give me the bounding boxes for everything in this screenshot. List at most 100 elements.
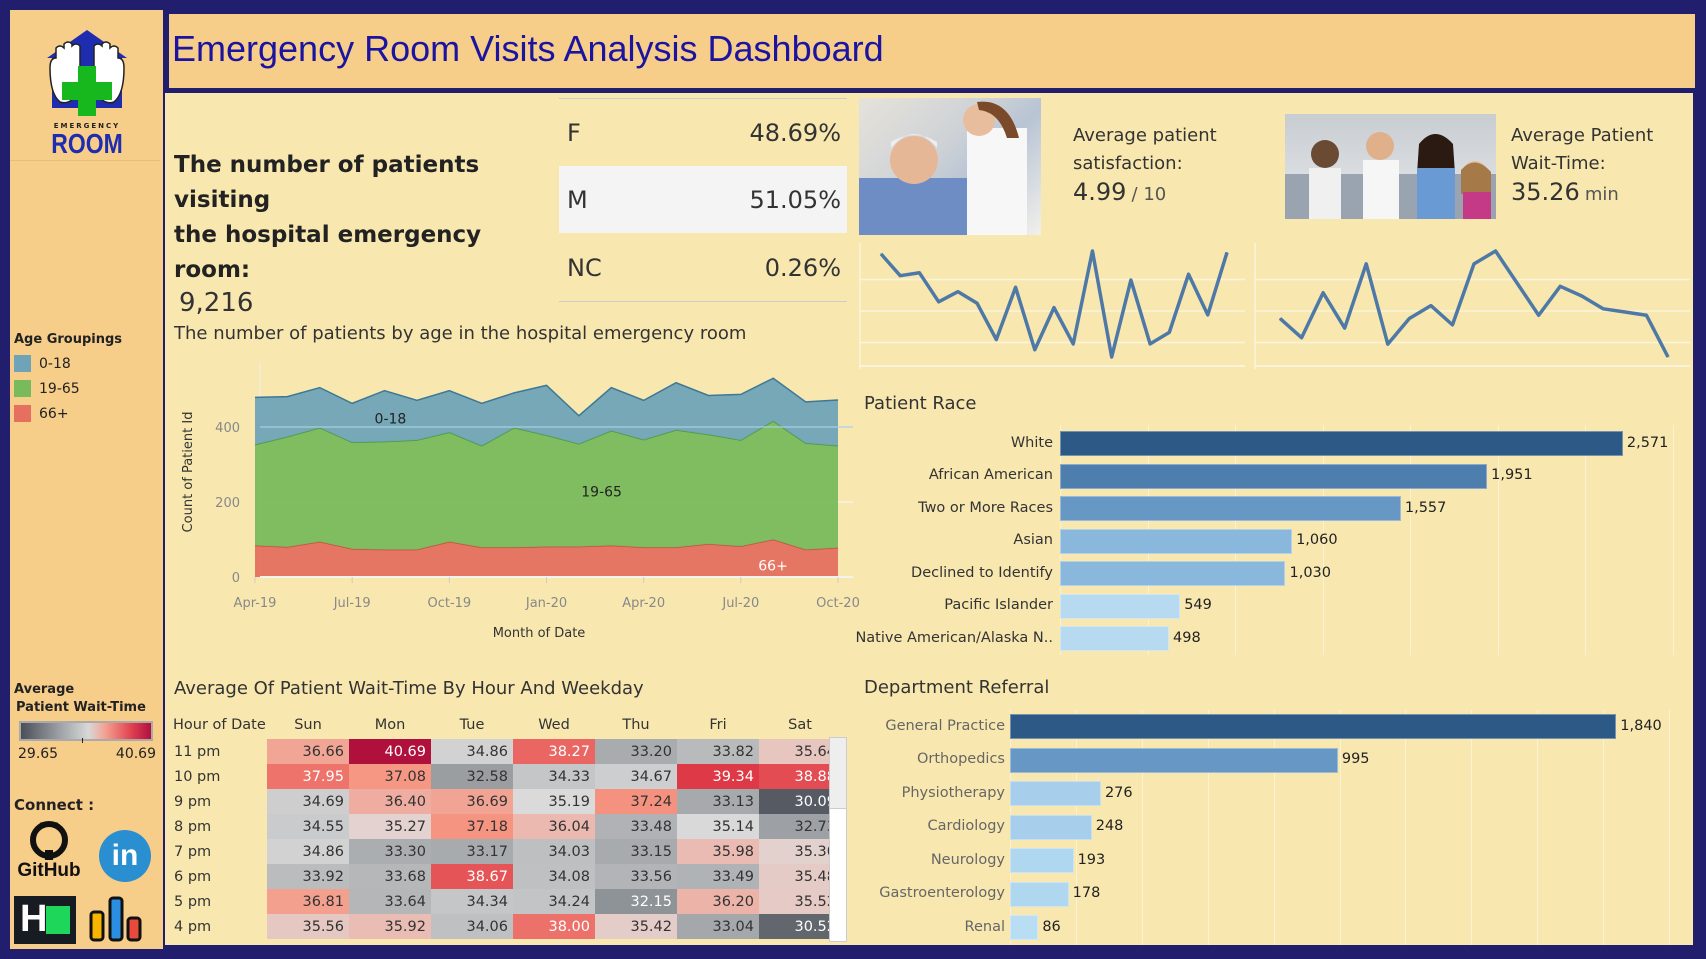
bar-two-or-more-races[interactable] xyxy=(1060,496,1401,521)
heatmap-cell[interactable]: 33.56 xyxy=(595,864,677,889)
bar-pacific-islander[interactable] xyxy=(1060,593,1181,619)
heatmap-cell[interactable]: 35.27 xyxy=(349,814,431,839)
heatmap-cell[interactable]: 36.66 xyxy=(267,739,349,764)
heatmap-cell[interactable]: 35.14 xyxy=(677,814,759,839)
heatmap-cell[interactable]: 38.00 xyxy=(513,914,595,939)
heatmap-cell[interactable]: 34.55 xyxy=(267,814,349,839)
gender-row-m[interactable]: M 51.05% xyxy=(559,166,847,233)
age-legend-item[interactable]: 0-18 xyxy=(14,351,122,376)
sparkline-point xyxy=(938,301,940,303)
bar-general-practice[interactable] xyxy=(1010,714,1617,739)
heatmap-cell[interactable]: 33.64 xyxy=(349,889,431,914)
heatmap-cell[interactable]: 35.52 xyxy=(759,889,841,914)
heatmap-cell[interactable]: 38.67 xyxy=(431,864,513,889)
heatmap-cell[interactable]: 34.69 xyxy=(267,789,349,814)
bar-value-label: 498 xyxy=(1173,629,1201,646)
heatmap-cell[interactable]: 35.19 xyxy=(513,789,595,814)
heatmap-cell[interactable]: 34.08 xyxy=(513,864,595,889)
heatmap-cell[interactable]: 33.30 xyxy=(349,839,431,864)
heatmap-cell[interactable]: 36.20 xyxy=(677,889,759,914)
heatmap-cell[interactable]: 34.06 xyxy=(431,914,513,939)
age-legend-item[interactable]: 66+ xyxy=(14,401,122,426)
heatmap-cell[interactable]: 33.92 xyxy=(267,864,349,889)
sparkline-line[interactable] xyxy=(879,249,1229,359)
heatmap-cell[interactable]: 37.18 xyxy=(431,814,513,839)
heatmap-cell[interactable]: 36.81 xyxy=(267,889,349,914)
heatmap-cell[interactable]: 38.88 xyxy=(759,764,841,789)
heatmap-cell[interactable]: 35.92 xyxy=(349,914,431,939)
heatmap-cell[interactable]: 32.15 xyxy=(595,889,677,914)
heatmap-cell[interactable]: 36.69 xyxy=(431,789,513,814)
bar-value-label: 995 xyxy=(1341,751,1370,767)
heatmap-cell[interactable]: 37.95 xyxy=(267,764,349,789)
heatmap-scrollbar-thumb[interactable] xyxy=(830,738,846,809)
bar-african-american[interactable] xyxy=(1060,463,1488,489)
bar-white[interactable] xyxy=(1060,431,1623,456)
bar-renal[interactable] xyxy=(1010,915,1039,940)
bar-cardiology[interactable] xyxy=(1010,814,1092,840)
heatmap-column-header[interactable]: Thu xyxy=(622,717,650,733)
heatmap-cell[interactable]: 33.04 xyxy=(677,914,759,939)
heatmap-cell[interactable]: 33.82 xyxy=(677,739,759,764)
heatmap-cell[interactable]: 33.48 xyxy=(595,814,677,839)
heatmap-cell[interactable]: 33.17 xyxy=(431,839,513,864)
bar-asian[interactable] xyxy=(1060,528,1293,554)
area-0-18[interactable] xyxy=(255,378,838,446)
heatmap-column-header[interactable]: Sat xyxy=(788,717,812,733)
heatmap-cell[interactable]: 33.13 xyxy=(677,789,759,814)
heatmap-cell[interactable]: 36.40 xyxy=(349,789,431,814)
heatmap-cell[interactable]: 34.33 xyxy=(513,764,595,789)
total-patients-value: 9,216 xyxy=(179,288,254,318)
heatmap-cell[interactable]: 37.24 xyxy=(595,789,677,814)
heatmap-cell[interactable]: 34.34 xyxy=(431,889,513,914)
area-19-65[interactable] xyxy=(255,421,838,550)
bar-category-label: African American xyxy=(928,467,1053,483)
heatmap-cell[interactable]: 34.86 xyxy=(431,739,513,764)
heatmap-cell[interactable]: 34.03 xyxy=(513,839,595,864)
bar-neurology[interactable] xyxy=(1010,848,1074,873)
heatmap-column-header[interactable]: Tue xyxy=(459,717,485,733)
heatmap-cell[interactable]: 40.69 xyxy=(349,739,431,764)
bar-orthopedics[interactable] xyxy=(1010,747,1338,773)
heatmap-cell[interactable]: 33.15 xyxy=(595,839,677,864)
heatmap-column-header[interactable]: Wed xyxy=(538,717,570,733)
bar-physiotherapy[interactable] xyxy=(1010,781,1101,806)
heatmap-cell[interactable]: 32.73 xyxy=(759,814,841,839)
heatmap-cell[interactable]: 35.56 xyxy=(267,914,349,939)
linkedin-link[interactable]: in xyxy=(99,830,151,882)
hackerrank-link[interactable]: H xyxy=(14,896,76,944)
heatmap-cell[interactable]: 33.49 xyxy=(677,864,759,889)
sparkline-point xyxy=(1344,327,1346,329)
sparkline-line[interactable] xyxy=(1278,249,1670,358)
heatmap-cell[interactable]: 33.20 xyxy=(595,739,677,764)
gender-row-nc[interactable]: NC 0.26% xyxy=(559,234,847,301)
heatmap-cell[interactable]: 37.08 xyxy=(349,764,431,789)
heatmap-cell[interactable]: 30.52 xyxy=(759,914,841,939)
heatmap-cell[interactable]: 33.68 xyxy=(349,864,431,889)
bar-declined-to-identify[interactable] xyxy=(1060,561,1286,586)
heatmap-column-header[interactable]: Sun xyxy=(294,717,322,733)
heatmap-scrollbar[interactable] xyxy=(829,737,847,942)
heatmap-cell[interactable]: 35.98 xyxy=(677,839,759,864)
heatmap-cell[interactable]: 35.48 xyxy=(759,864,841,889)
age-legend-item[interactable]: 19-65 xyxy=(14,376,122,401)
heatmap-column-header[interactable]: Fri xyxy=(709,717,727,733)
heatmap-cell[interactable]: 32.58 xyxy=(431,764,513,789)
bar-gastroenterology[interactable] xyxy=(1010,881,1069,907)
github-link[interactable]: GitHub xyxy=(13,820,85,882)
bar-native-american-alaska-n-[interactable] xyxy=(1060,626,1170,651)
area-66+[interactable] xyxy=(255,539,838,578)
gender-row-f[interactable]: F 48.69% xyxy=(559,99,847,166)
heatmap-cell[interactable]: 36.04 xyxy=(513,814,595,839)
heatmap-cell[interactable]: 38.27 xyxy=(513,739,595,764)
heatmap-cell[interactable]: 30.09 xyxy=(759,789,841,814)
heatmap-cell[interactable]: 34.67 xyxy=(595,764,677,789)
heatmap-column-header[interactable]: Mon xyxy=(374,717,406,733)
heatmap-cell[interactable]: 35.64 xyxy=(759,739,841,764)
analytics-link[interactable] xyxy=(88,896,148,944)
heatmap-cell[interactable]: 35.30 xyxy=(759,839,841,864)
heatmap-cell[interactable]: 34.86 xyxy=(267,839,349,864)
heatmap-cell[interactable]: 39.34 xyxy=(677,764,759,789)
heatmap-cell[interactable]: 34.24 xyxy=(513,889,595,914)
heatmap-cell[interactable]: 35.42 xyxy=(595,914,677,939)
